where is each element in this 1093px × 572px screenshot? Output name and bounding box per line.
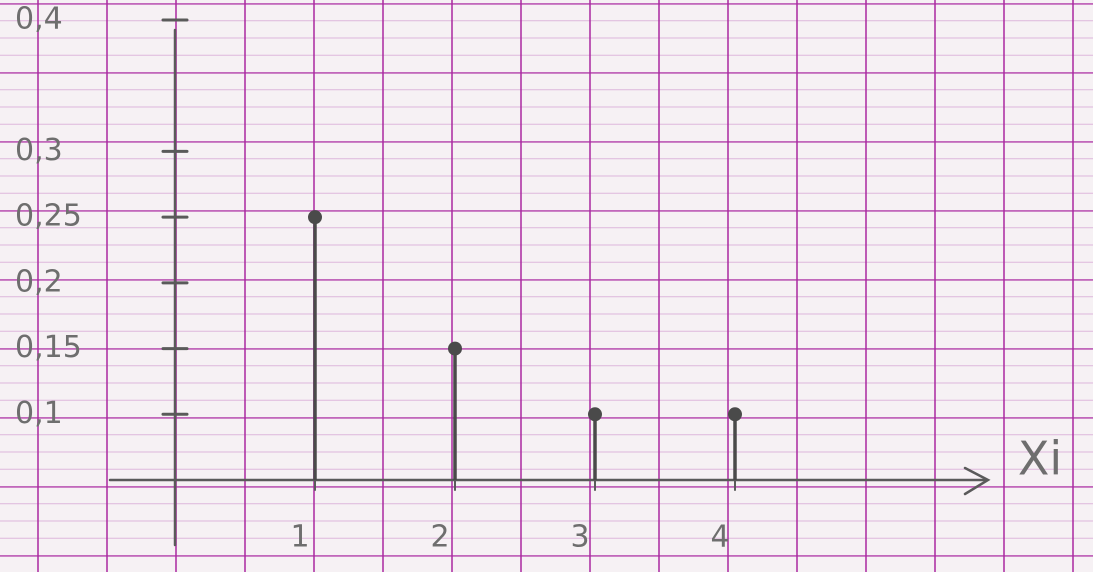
x-tick-label: 4 bbox=[710, 520, 729, 555]
x-axis-arrow bbox=[963, 466, 991, 496]
stem-head bbox=[448, 341, 462, 356]
y-tick-label: 0,4 bbox=[15, 2, 63, 37]
stem-head bbox=[588, 407, 602, 422]
stem-head bbox=[728, 407, 742, 422]
y-tick-label: 0,1 bbox=[15, 396, 63, 431]
y-tick-label: 0,3 bbox=[15, 133, 63, 168]
x-axis-label: Xi bbox=[1018, 432, 1062, 486]
x-tick-label: 2 bbox=[430, 520, 449, 555]
y-tick-label: 0,2 bbox=[15, 264, 63, 299]
stem-head bbox=[308, 210, 322, 225]
x-tick-label: 3 bbox=[570, 520, 589, 555]
y-tick-label: 0,25 bbox=[15, 199, 82, 234]
x-tick-label: 1 bbox=[290, 520, 309, 555]
y-tick-label: 0,15 bbox=[15, 330, 82, 365]
